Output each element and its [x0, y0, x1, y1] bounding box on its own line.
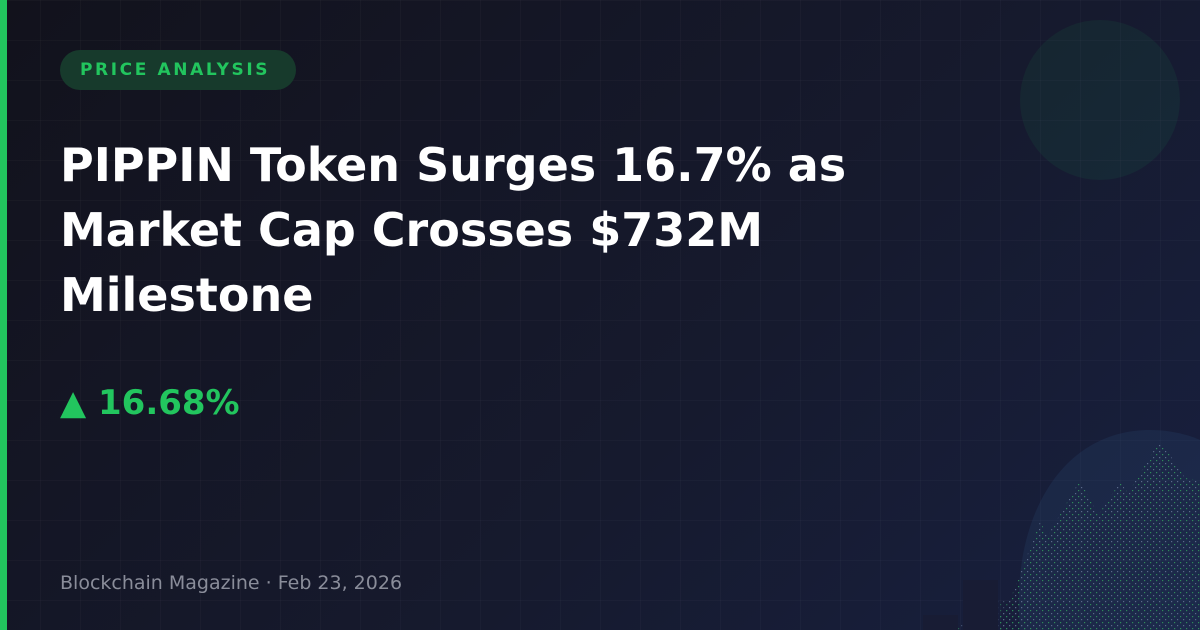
publish-date: Feb 23, 2026 [277, 572, 403, 594]
accent-bar [0, 0, 7, 630]
arrow-up-icon: ▲ [60, 383, 87, 423]
price-change: ▲ 16.68% [60, 380, 240, 426]
decorative-mountain [990, 440, 1200, 630]
source-name: Blockchain Magazine [60, 572, 260, 594]
separator: · [265, 572, 272, 594]
category-badge[interactable]: PRICE ANALYSIS [60, 50, 297, 90]
decorative-block [923, 615, 958, 630]
footer: Blockchain Magazine · Feb 23, 2026 [60, 570, 402, 596]
headline: PIPPIN Token Surges 16.7% as Market Cap … [60, 138, 847, 322]
decorative-block [963, 580, 998, 630]
price-change-value: 16.68% [98, 383, 240, 423]
decorative-circle [1020, 20, 1180, 180]
